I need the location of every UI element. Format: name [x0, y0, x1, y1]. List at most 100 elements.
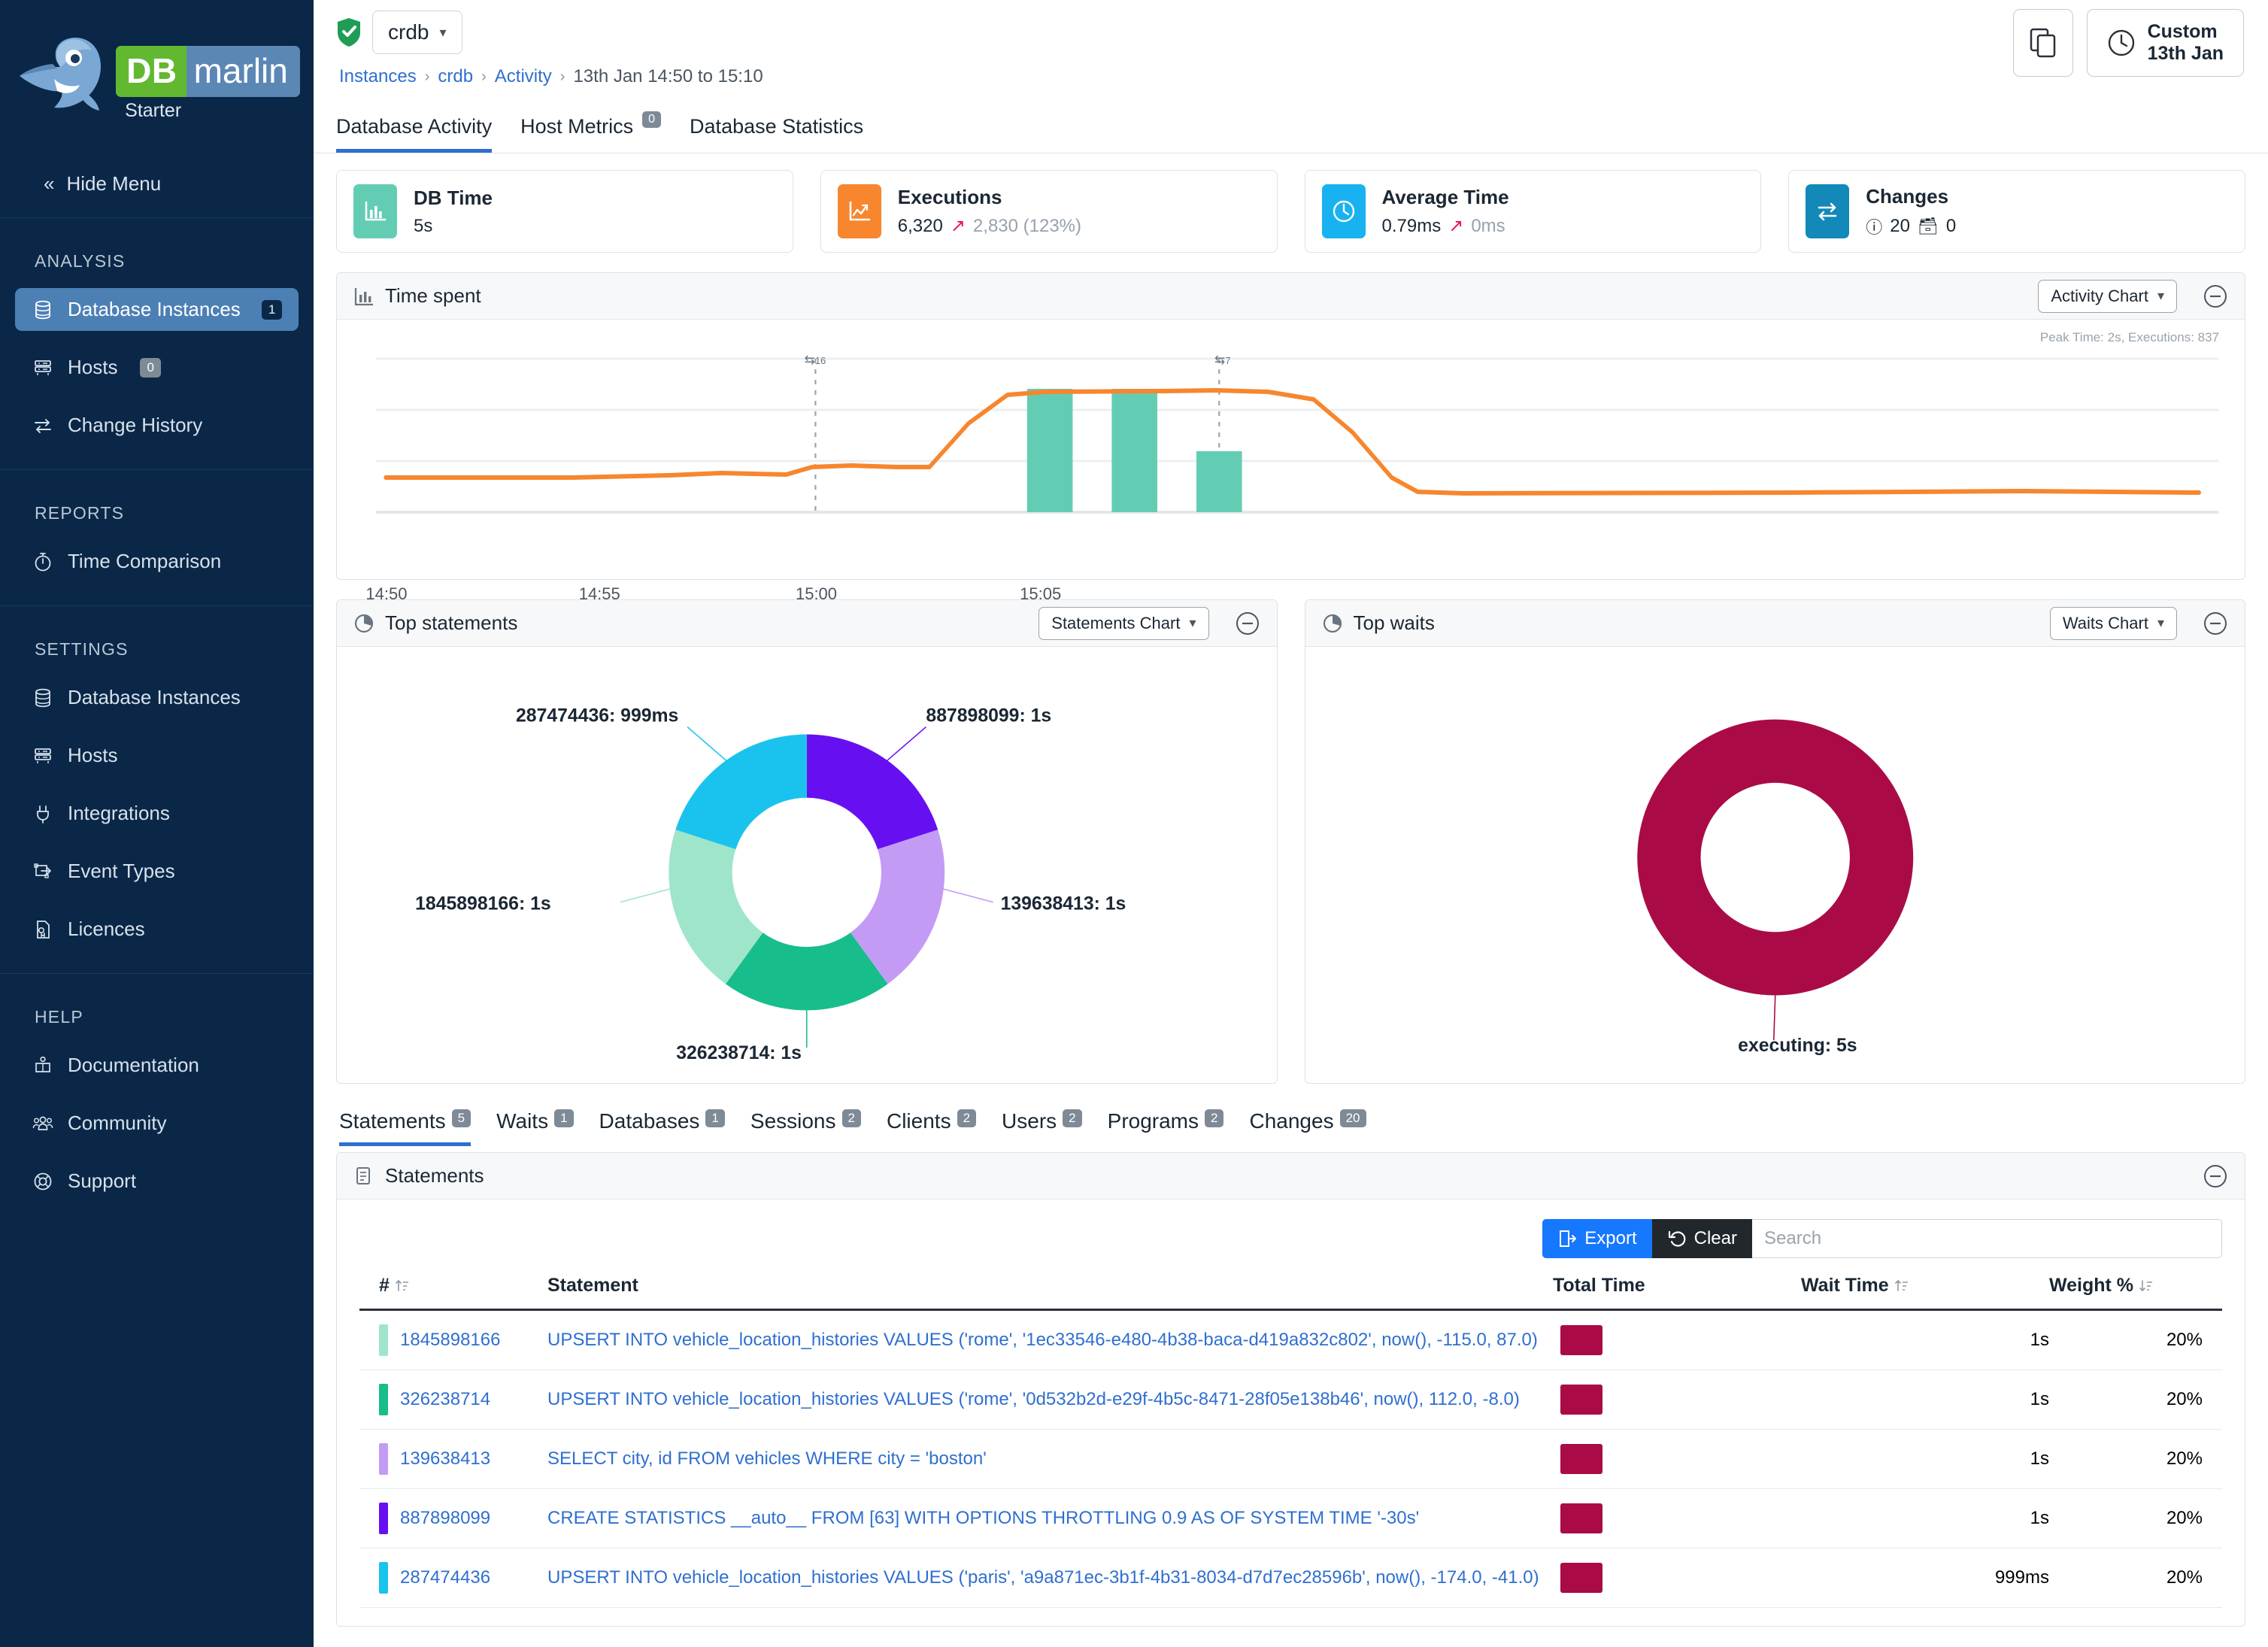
sidebar-item-support[interactable]: Support	[15, 1160, 299, 1203]
sidebar-item-time-comparison[interactable]: Time Comparison	[15, 540, 299, 583]
hide-menu-label: Hide Menu	[66, 172, 162, 195]
th-statement[interactable]: Statement	[547, 1264, 1553, 1311]
statement-id-link[interactable]: 139638413	[400, 1448, 491, 1469]
sidebar-item-database-instances[interactable]: Database Instances 1	[15, 288, 299, 331]
date-range-button[interactable]: Custom 13th Jan	[2086, 9, 2244, 77]
breadcrumb-activity[interactable]: Activity	[494, 66, 552, 86]
sidebar-item-change-history[interactable]: Change History	[15, 404, 299, 447]
activity-marker-1[interactable]: ⇆16	[804, 353, 826, 367]
table-row[interactable]: 1845898166 UPSERT INTO vehicle_location_h…	[359, 1309, 2222, 1370]
kpi-card-db-time[interactable]: DB Time 5s	[336, 170, 793, 253]
activity-marker-2[interactable]: ⇆7	[1214, 353, 1231, 367]
sort-icon	[396, 1279, 408, 1291]
sidebar-item-hosts[interactable]: Hosts 0	[15, 346, 299, 389]
clear-button[interactable]: Clear	[1651, 1219, 1752, 1258]
statements-chart-select-label: Statements Chart	[1051, 613, 1181, 632]
kpi-card-executions[interactable]: Executions 6,320 ↗ 2,830 (123%)	[820, 170, 1278, 253]
slice-887898099[interactable]	[806, 734, 938, 850]
clock-icon	[2108, 29, 2134, 56]
slice-326238714[interactable]	[725, 933, 888, 1011]
collapse-time-spent-button[interactable]	[2203, 284, 2228, 309]
collapse-statements-button[interactable]	[2203, 1163, 2228, 1189]
kpi-card-changes[interactable]: Changes ⓘ 20 🗃 0	[1788, 170, 2245, 253]
statement-id-link[interactable]: 326238714	[400, 1389, 491, 1409]
th-number[interactable]: #	[359, 1264, 547, 1311]
subtab-label: Sessions	[750, 1109, 836, 1133]
subtab-waits[interactable]: Waits 1	[496, 1109, 574, 1146]
collapse-top-statements-button[interactable]	[1235, 611, 1260, 636]
sidebar-item-database-instances[interactable]: Database Instances	[15, 676, 299, 719]
kpi-changes-count-2: 0	[1945, 215, 1957, 236]
slice-287474436[interactable]	[675, 734, 807, 850]
statement-text-link[interactable]: UPSERT INTO vehicle_location_histories V…	[547, 1567, 1539, 1588]
sidebar-item-badge: 1	[261, 299, 283, 320]
kpi-card-average-time[interactable]: Average Time 0.79ms ↗ 0ms	[1304, 170, 1762, 253]
waits-chart-select[interactable]: Waits Chart ▾	[2049, 606, 2177, 640]
top-statements-donut[interactable]: 887898099: 1s 139638413: 1s 326238714: 1…	[337, 647, 1277, 1083]
chevron-double-left-icon: «	[44, 172, 55, 195]
statement-id-link[interactable]: 287474436	[400, 1567, 491, 1588]
collapse-top-waits-button[interactable]	[2203, 611, 2228, 636]
table-row[interactable]: 887898099 CREATE STATISTICS __auto__ FROM…	[359, 1488, 2222, 1548]
subtab-users[interactable]: Users 2	[1002, 1109, 1082, 1146]
sidebar-item-label: Community	[68, 1112, 167, 1134]
sidebar-item-licences[interactable]: Licences	[15, 908, 299, 951]
statement-text-link[interactable]: SELECT city, id FROM vehicles WHERE city…	[547, 1448, 987, 1469]
statement-id-link[interactable]: 1845898166	[400, 1330, 501, 1350]
statement-text-link[interactable]: CREATE STATISTICS __auto__ FROM [63] WIT…	[547, 1508, 1420, 1528]
statement-id-link[interactable]: 887898099	[400, 1508, 491, 1528]
subtab-clients[interactable]: Clients 2	[887, 1109, 977, 1146]
sidebar-item-community[interactable]: Community	[15, 1102, 299, 1145]
exchange-icon	[32, 414, 54, 437]
color-swatch	[379, 1562, 388, 1594]
top-waits-title: Top waits	[1353, 611, 1435, 634]
statements-donut-svg: 887898099: 1s 139638413: 1s 326238714: 1…	[415, 706, 1126, 1063]
subtab-sessions[interactable]: Sessions 2	[750, 1109, 861, 1146]
table-row[interactable]: 139638413 SELECT city, id FROM vehicles W…	[359, 1429, 2222, 1489]
subtab-label: Databases	[599, 1109, 700, 1133]
slice-139638413[interactable]	[850, 830, 945, 984]
subtab-changes[interactable]: Changes 20	[1249, 1109, 1366, 1146]
peak-note: Peak Time: 2s, Executions: 837	[2039, 330, 2219, 344]
sidebar-item-integrations[interactable]: Integrations	[15, 792, 299, 835]
info-icon: ⓘ	[1866, 217, 1883, 237]
brand-logo: DB marlin Starter	[0, 0, 314, 150]
th-wait-time[interactable]: Wait Time	[1801, 1264, 2049, 1311]
sidebar-item-label: Hosts	[68, 744, 118, 766]
instance-selector[interactable]: crdb ▾	[372, 11, 462, 54]
statements-chart-select[interactable]: Statements Chart ▾	[1038, 606, 1209, 640]
tab-database-activity[interactable]: Database Activity	[336, 115, 493, 153]
sidebar-item-hosts[interactable]: Hosts	[15, 734, 299, 777]
subtab-databases[interactable]: Databases 1	[599, 1109, 725, 1146]
statement-text-link[interactable]: UPSERT INTO vehicle_location_histories V…	[547, 1389, 1520, 1409]
tab-label: Host Metrics	[520, 115, 634, 138]
cell-wait-time: 1s	[1801, 1488, 2049, 1548]
table-row[interactable]: 287474436 UPSERT INTO vehicle_location_hi…	[359, 1548, 2222, 1608]
tab-host-metrics[interactable]: Host Metrics 0	[520, 111, 662, 153]
sidebar-item-documentation[interactable]: Documentation	[15, 1044, 299, 1087]
activity-chart[interactable]: Peak Time: 2s, Executions: 837	[337, 320, 2245, 603]
tab-database-statistics[interactable]: Database Statistics	[690, 115, 863, 153]
hide-menu-button[interactable]: « Hide Menu	[0, 150, 314, 218]
subtab-statements[interactable]: Statements 5	[339, 1109, 471, 1146]
breadcrumb-instances[interactable]: Instances	[339, 66, 417, 86]
th-total-time[interactable]: Total Time	[1553, 1264, 1801, 1311]
search-input[interactable]	[1752, 1219, 2222, 1258]
slice-1845898166[interactable]	[669, 830, 763, 984]
statement-text-link[interactable]: UPSERT INTO vehicle_location_histories V…	[547, 1330, 1538, 1350]
copy-button[interactable]	[2012, 9, 2073, 77]
activity-chart-select-label: Activity Chart	[2051, 286, 2148, 305]
subtab-label: Statements	[339, 1109, 446, 1133]
th-weight[interactable]: Weight %	[2049, 1264, 2222, 1311]
table-row[interactable]: 326238714 UPSERT INTO vehicle_location_hi…	[359, 1369, 2222, 1430]
top-waits-donut[interactable]: executing: 5s	[1305, 647, 2245, 1083]
sidebar-item-label: Hosts	[68, 356, 118, 378]
subtab-programs[interactable]: Programs 2	[1108, 1109, 1224, 1146]
exchange-icon	[1806, 184, 1850, 238]
sidebar-item-event-types[interactable]: Event Types	[15, 850, 299, 893]
breadcrumb-crdb[interactable]: crdb	[438, 66, 474, 86]
subtab-badge: 2	[841, 1109, 861, 1127]
th-number-label: #	[379, 1275, 390, 1296]
activity-chart-select[interactable]: Activity Chart ▾	[2038, 279, 2177, 313]
export-button[interactable]: Export	[1542, 1219, 1652, 1258]
